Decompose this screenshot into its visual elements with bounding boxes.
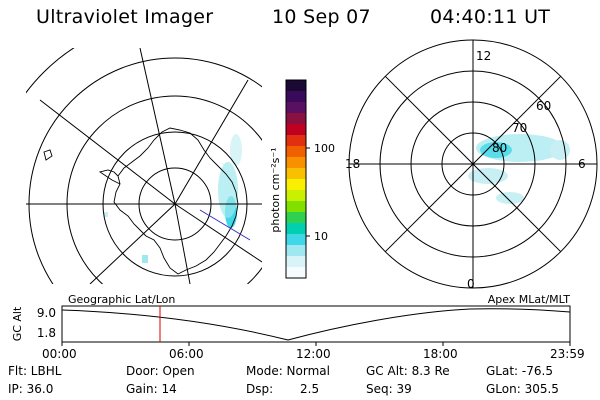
observation-time: 04:40:11 UT xyxy=(430,6,551,28)
colorbar-segment xyxy=(286,223,306,235)
colorbar-segment xyxy=(286,102,306,114)
geo-longitude-lines xyxy=(26,48,262,284)
colorbar-segment xyxy=(286,135,306,147)
mlt-label-12: 12 xyxy=(476,49,491,63)
colorbar-frame xyxy=(285,79,307,279)
colorbar-segment xyxy=(286,190,306,202)
glat-readout: GLat: -76.5 xyxy=(486,364,553,378)
colorbar xyxy=(286,80,306,279)
colorbar-tick-label-10: 10 xyxy=(314,230,328,243)
mlt-label-6: 6 xyxy=(578,157,586,171)
colorbar-segment xyxy=(286,124,306,136)
colorbar-segment xyxy=(286,113,306,125)
geo-peninsula xyxy=(98,169,121,185)
ip-readout: IP: 36.0 xyxy=(8,382,54,396)
mag-mlt-lines xyxy=(349,40,597,288)
observation-date: 10 Sep 07 xyxy=(272,6,371,28)
colorbar-segment xyxy=(286,267,306,279)
colorbar-segment xyxy=(286,256,306,268)
geo-island xyxy=(43,149,53,161)
gain-readout: Gain: 14 xyxy=(126,382,177,396)
geo-track-line xyxy=(199,209,251,241)
mlt-label-18: 18 xyxy=(345,157,360,171)
mag-map-caption: Apex MLat/MLT xyxy=(488,293,571,306)
timeline-frame xyxy=(61,305,571,343)
timeline-y-tick-9: 9.0 xyxy=(37,306,56,320)
door-readout: Door: Open xyxy=(126,364,195,378)
timeline-x-tick-1200: 12:00 xyxy=(296,347,331,361)
geo-aurora-emission xyxy=(104,134,242,263)
mlat-label-80: 80 xyxy=(492,141,507,155)
mlat-label-70: 70 xyxy=(512,121,527,135)
colorbar-segment xyxy=(286,168,306,180)
colorbar-tick-label-100: 100 xyxy=(314,142,335,155)
altitude-curve xyxy=(61,308,571,341)
mlat-label-60: 60 xyxy=(536,99,551,113)
timeline-y-axis-label: GC Alt xyxy=(11,306,24,341)
timeline-y-tick-1.8: 1.8 xyxy=(37,326,56,340)
filter-readout: Flt: LBHL xyxy=(8,364,62,378)
timeline-panel: Geographic Lat/Lon Apex MLat/MLT GC Alt … xyxy=(11,293,585,361)
colorbar-segment xyxy=(286,201,306,213)
timeline-x-tick-0000: 00:00 xyxy=(42,347,77,361)
colorbar-segment xyxy=(286,179,306,191)
glon-readout: GLon: 305.5 xyxy=(486,382,559,396)
mag-aurora-emission xyxy=(468,134,570,204)
timeline-x-tick-0600: 06:00 xyxy=(169,347,204,361)
colorbar-segment xyxy=(286,80,306,92)
seq-readout: Seq: 39 xyxy=(366,382,412,396)
colorbar-segment xyxy=(286,234,306,246)
colorbar-segment xyxy=(286,91,306,103)
geographic-map xyxy=(26,48,262,284)
dsp-label: Dsp: xyxy=(246,382,274,396)
mlt-label-0: 0 xyxy=(467,277,475,291)
timeline-x-tick-1800: 18:00 xyxy=(423,347,458,361)
colorbar-segment xyxy=(286,245,306,257)
gc-alt-readout: GC Alt: 8.3 Re xyxy=(366,364,450,378)
colorbar-segment xyxy=(286,212,306,224)
mode-readout: Mode: Normal xyxy=(246,364,330,378)
colorbar-units-label: photon cm⁻²s⁻¹ xyxy=(269,147,282,232)
colorbar-segment xyxy=(286,146,306,158)
magnetic-map xyxy=(348,39,598,289)
colorbar-segment xyxy=(286,157,306,169)
geo-map-caption: Geographic Lat/Lon xyxy=(68,293,175,306)
dsp-value: 2.5 xyxy=(300,382,320,396)
timeline-x-tick-2359: 23:59 xyxy=(550,347,585,361)
instrument-title: Ultraviolet Imager xyxy=(36,6,214,28)
geo-coastline xyxy=(113,127,239,275)
timeline-x-ticks xyxy=(61,342,571,346)
